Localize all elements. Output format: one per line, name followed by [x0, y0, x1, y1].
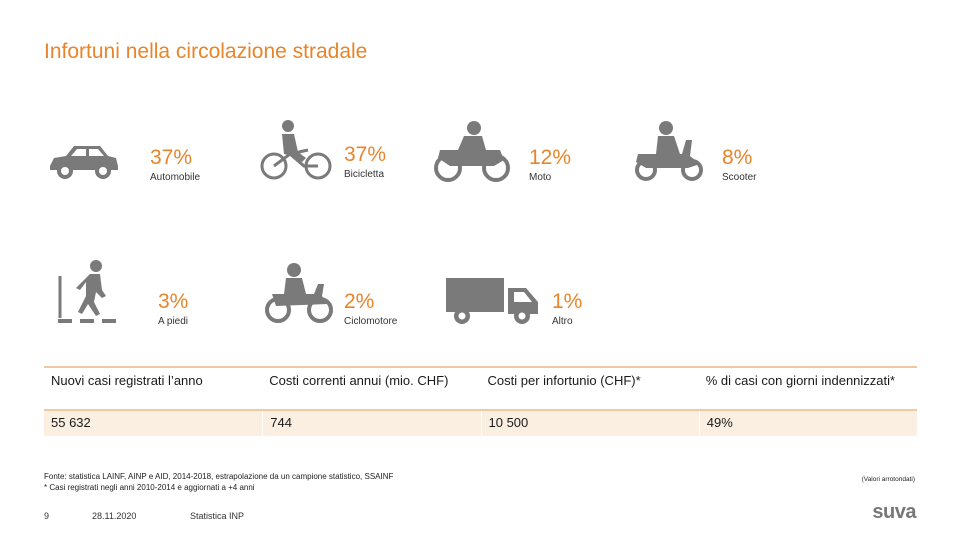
stat-automobile: 37% Automobile: [150, 146, 200, 184]
footnotes: Fonte: statistica LAINF, AINP e AID, 201…: [44, 471, 393, 493]
stat-percentage: 2%: [344, 290, 375, 313]
table-header-cell: Nuovi casi registrati l’anno: [51, 373, 203, 388]
table-row: 55 632 744 10 500 49%: [44, 409, 917, 436]
stat-label: Moto: [529, 172, 552, 183]
stat-moto: 12% Moto: [529, 146, 571, 184]
asterisk-note: * Casi registrati negli anni 2010-2014 e…: [44, 483, 255, 492]
table-cell: 744: [262, 411, 480, 436]
page-number: 9: [44, 511, 50, 521]
stat-a-piedi: 3% A piedi: [158, 290, 188, 328]
table-header-cell: Costi correnti annui (mio. CHF): [269, 373, 449, 388]
stat-label: A piedi: [158, 316, 189, 327]
moped-icon: [264, 262, 334, 324]
stat-percentage: 37%: [150, 146, 193, 169]
table-cell: 55 632: [51, 415, 91, 430]
stat-percentage: 37%: [344, 143, 387, 166]
table-cell: 49%: [698, 411, 917, 436]
brand-logo: suva: [872, 501, 916, 523]
stat-ciclomotore: 2% Ciclomotore: [344, 290, 397, 328]
table-header-row: Nuovi casi registrati l’anno Costi corre…: [44, 366, 917, 409]
stat-bicicletta: 37% Bicicletta: [344, 143, 386, 181]
footer-date: 28.11.2020: [92, 511, 137, 521]
stat-label: Ciclomotore: [344, 316, 398, 327]
stat-percentage: 12%: [529, 146, 572, 169]
stat-percentage: 1%: [552, 290, 583, 313]
motorcycle-icon: [434, 120, 510, 182]
table-header-cell: Costi per infortunio (CHF)*: [487, 373, 641, 388]
stat-percentage: 8%: [722, 146, 753, 169]
stat-percentage: 3%: [158, 290, 189, 313]
stat-altro: 1% Altro: [552, 290, 582, 328]
stat-label: Altro: [552, 316, 573, 327]
pedestrian-icon: [56, 258, 118, 324]
page-title: Infortuni nella circolazione stradale: [44, 40, 368, 63]
stat-scooter: 8% Scooter: [722, 146, 756, 184]
table-header-cell: % di casi con giorni indennizzati*: [705, 373, 896, 388]
scooter-icon: [630, 120, 706, 182]
stat-label: Scooter: [722, 172, 757, 183]
stat-label: Automobile: [150, 172, 201, 183]
source-note: Fonte: statistica LAINF, AINP e AID, 201…: [44, 472, 394, 481]
table-cell: 10 500: [480, 411, 699, 436]
summary-table: Nuovi casi registrati l’anno Costi corre…: [44, 366, 917, 436]
car-icon: [46, 140, 122, 182]
truck-icon: [444, 276, 540, 326]
stat-label: Bicicletta: [344, 169, 385, 180]
footer-section: Statistica INP: [190, 511, 245, 521]
bicycle-icon: [260, 118, 332, 184]
rounded-values-note: (Valori arrotondati): [861, 476, 915, 483]
